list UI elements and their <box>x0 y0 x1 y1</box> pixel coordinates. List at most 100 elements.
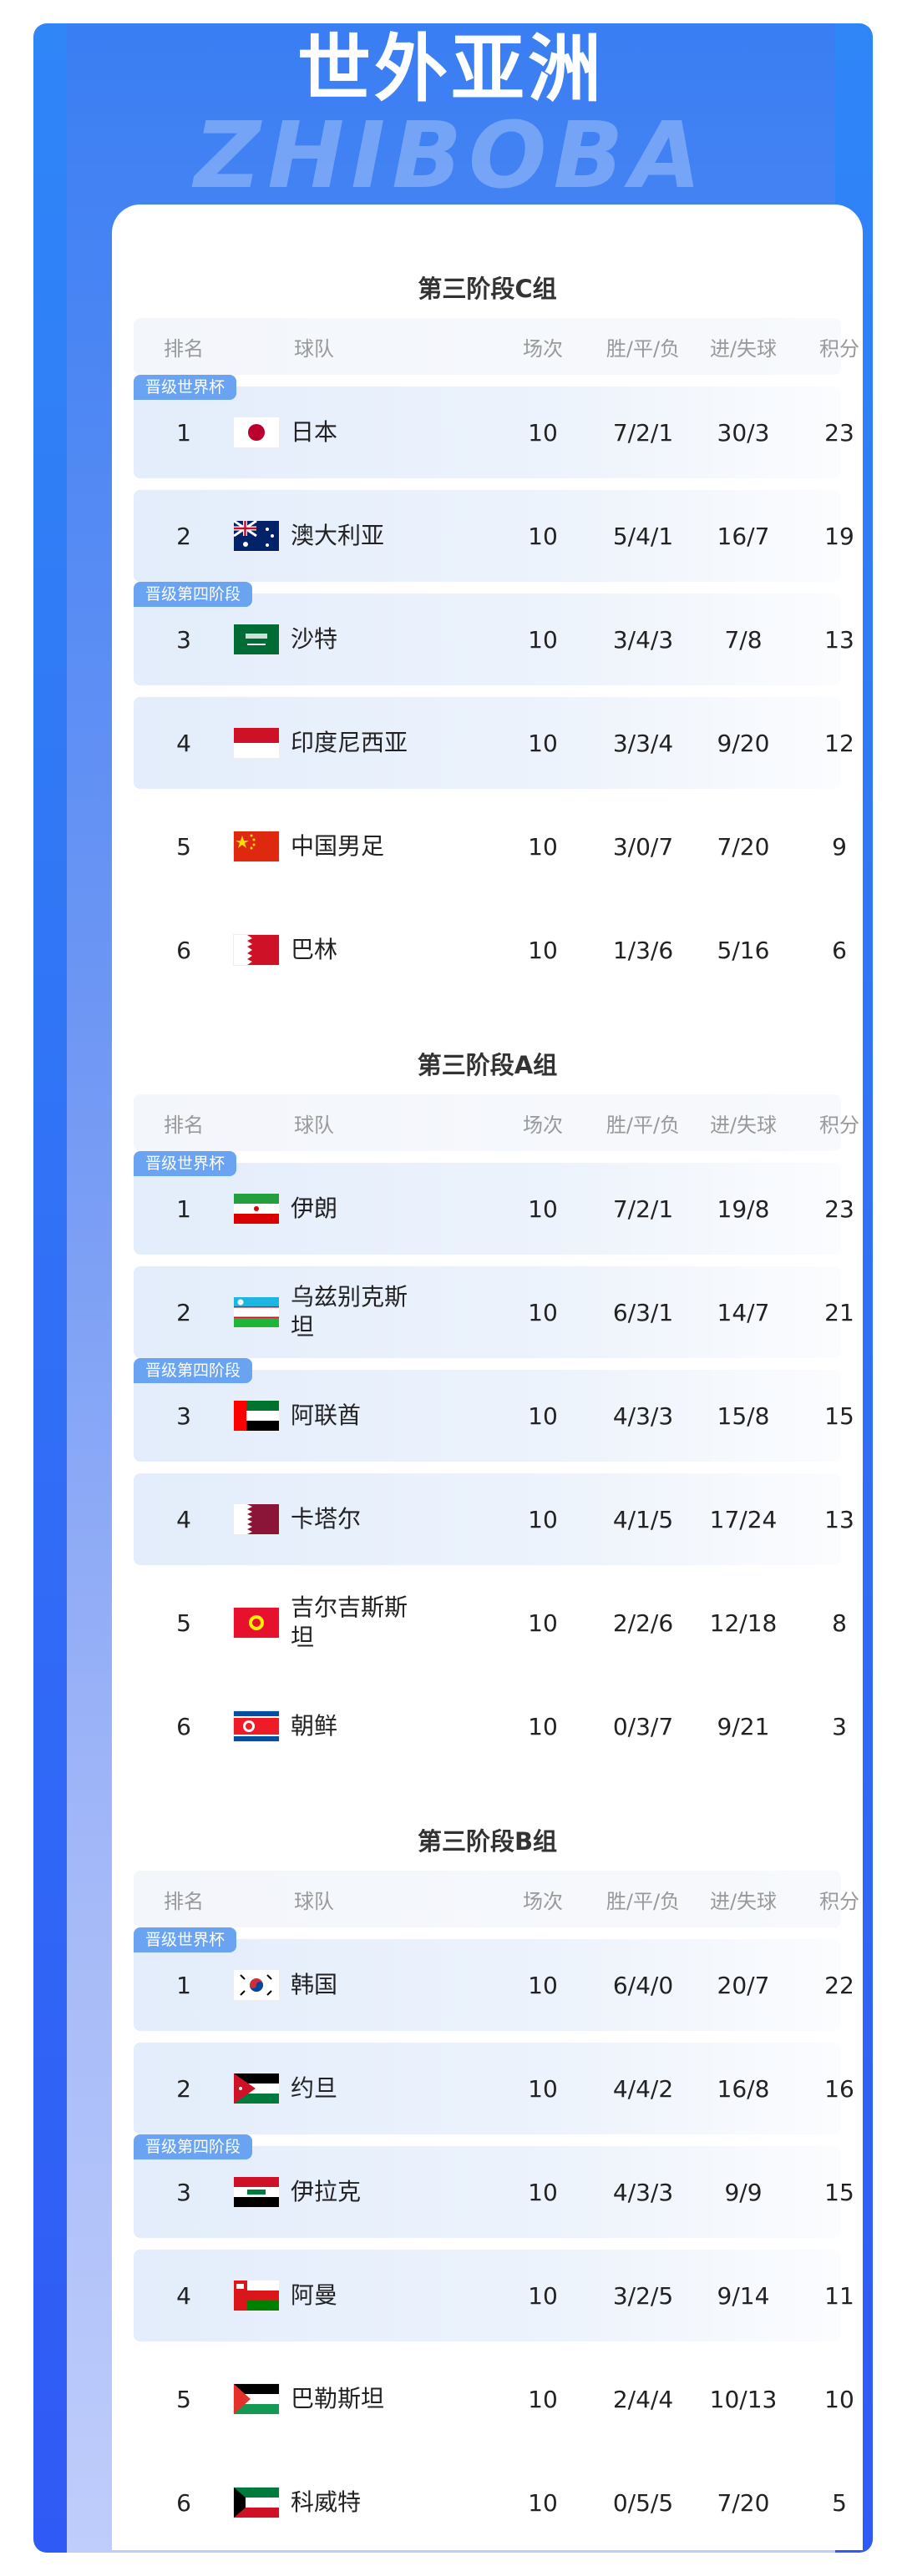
team-cell: 巴林 <box>234 904 484 996</box>
header-played: 场次 <box>523 336 563 361</box>
goals-cell: 5/16 <box>717 936 770 964</box>
table-row[interactable]: 晋级第四阶段 3 阿联酋 10 4/3/3 15/8 15 <box>134 1358 854 1462</box>
table-row[interactable]: 晋级第四阶段 3 伊拉克 10 4/3/3 9/9 15 <box>134 2134 854 2238</box>
goals-cell: 17/24 <box>709 1505 778 1533</box>
rank-cell: 4 <box>176 1505 191 1533</box>
points-cell: 19 <box>824 522 854 550</box>
group-section: 第三阶段B组 排名 球队 场次 胜/平/负 进/失球 积分 晋级世界杯 1 韩国 10 6/4/0 20… <box>134 1812 859 2548</box>
wdl-cell: 4/1/5 <box>612 1505 674 1533</box>
team-name: 日本 <box>291 418 338 446</box>
table-row[interactable]: 2 约旦 10 4/4/2 16/8 16 <box>134 2043 854 2134</box>
played-cell: 10 <box>528 729 558 757</box>
header-played: 场次 <box>523 1113 563 1137</box>
group-section: 第三阶段A组 排名 球队 场次 胜/平/负 进/失球 积分 晋级世界杯 1 伊朗 10 7/2/1 19… <box>134 1036 859 1772</box>
team-name: 阿曼 <box>291 2281 338 2309</box>
rank-cell: 2 <box>176 522 191 550</box>
team-cell: 朝鲜 <box>234 1680 484 1772</box>
table-row[interactable]: 晋级世界杯 1 日本 10 7/2/1 30/3 23 <box>134 375 854 478</box>
header-wdl: 胜/平/负 <box>606 1113 681 1137</box>
header-team: 球队 <box>294 1889 334 1913</box>
played-cell: 10 <box>528 1402 558 1430</box>
table-header: 排名 球队 场次 胜/平/负 进/失球 积分 <box>134 1094 859 1151</box>
wdl-cell: 1/3/6 <box>612 936 674 964</box>
oman-flag-icon <box>234 2281 279 2311</box>
table-header: 排名 球队 场次 胜/平/负 进/失球 积分 <box>134 318 859 375</box>
north-korea-flag-icon <box>234 1711 279 1741</box>
team-cell: 日本 <box>234 386 484 478</box>
team-cell: 印度尼西亚 <box>234 697 484 789</box>
rank-cell: 4 <box>176 2281 191 2310</box>
team-cell: 乌兹别克斯坦 <box>234 1266 484 1358</box>
table-row[interactable]: 4 卡塔尔 10 4/1/5 17/24 13 <box>134 1473 854 1565</box>
team-cell: 阿曼 <box>234 2250 484 2341</box>
points-cell: 9 <box>832 832 847 861</box>
points-cell: 15 <box>824 2178 854 2206</box>
team-name: 印度尼西亚 <box>291 729 408 756</box>
table-row[interactable]: 晋级第四阶段 3 沙特 10 3/4/3 7/8 13 <box>134 582 854 685</box>
wdl-cell: 3/2/5 <box>612 2281 674 2310</box>
jordan-flag-icon <box>234 2073 279 2104</box>
team-name: 朝鲜 <box>291 1712 338 1740</box>
team-name: 沙特 <box>291 625 338 653</box>
table-row[interactable]: 晋级世界杯 1 韩国 10 6/4/0 20/7 22 <box>134 1927 854 2031</box>
qualification-badge: 晋级世界杯 <box>134 1151 237 1176</box>
qatar-flag-icon <box>234 1504 279 1534</box>
wdl-cell: 7/2/1 <box>612 1195 674 1223</box>
table-row[interactable]: 5 吉尔吉斯斯坦 10 2/2/6 12/18 8 <box>134 1577 847 1669</box>
group-title: 第三阶段B组 <box>417 1827 558 1856</box>
table-row[interactable]: 6 科威特 10 0/5/5 7/20 5 <box>134 2457 847 2548</box>
rank-cell: 5 <box>176 2385 191 2413</box>
points-cell: 8 <box>832 1609 847 1637</box>
table-row[interactable]: 2 澳大利亚 10 5/4/1 16/7 19 <box>134 490 854 582</box>
wdl-cell: 4/4/2 <box>612 2074 674 2103</box>
rank-cell: 2 <box>176 2074 191 2103</box>
table-row[interactable]: 4 阿曼 10 3/2/5 9/14 11 <box>134 2250 854 2341</box>
goals-cell: 12/18 <box>709 1609 778 1637</box>
played-cell: 10 <box>528 2281 558 2310</box>
table-row[interactable]: 晋级世界杯 1 伊朗 10 7/2/1 19/8 23 <box>134 1151 854 1255</box>
table-row[interactable]: 4 印度尼西亚 10 3/3/4 9/20 12 <box>134 697 854 789</box>
table-row[interactable]: 2 乌兹别克斯坦 10 6/3/1 14/7 21 <box>134 1266 854 1358</box>
played-cell: 10 <box>528 1298 558 1326</box>
japan-flag-icon <box>234 417 279 447</box>
rank-cell: 3 <box>176 625 191 654</box>
table-row[interactable]: 5 中国男足 10 3/0/7 7/20 9 <box>134 801 847 892</box>
rank-cell: 1 <box>176 1195 191 1223</box>
wdl-cell: 4/3/3 <box>612 1402 674 1430</box>
points-cell: 15 <box>824 1402 854 1430</box>
points-cell: 13 <box>824 625 854 654</box>
goals-cell: 19/8 <box>717 1195 770 1223</box>
wdl-cell: 2/2/6 <box>612 1609 674 1637</box>
goals-cell: 30/3 <box>717 418 770 447</box>
table-row[interactable]: 6 朝鲜 10 0/3/7 9/21 3 <box>134 1680 847 1772</box>
bahrain-flag-icon <box>234 935 279 965</box>
kyrgyzstan-flag-icon <box>234 1608 279 1638</box>
header-team: 球队 <box>294 1113 334 1137</box>
group-section: 第三阶段C组 排名 球队 场次 胜/平/负 进/失球 积分 晋级世界杯 1 日本 10 7/2/1 30… <box>134 260 859 996</box>
played-cell: 10 <box>528 522 558 550</box>
team-name: 中国男足 <box>291 832 385 860</box>
table-row[interactable]: 6 巴林 10 1/3/6 5/16 6 <box>134 904 847 996</box>
team-name: 乌兹别克斯坦 <box>291 1283 408 1341</box>
table-row[interactable]: 5 巴勒斯坦 10 2/4/4 10/13 10 <box>134 2353 854 2445</box>
team-name: 巴林 <box>291 936 338 963</box>
goals-cell: 15/8 <box>717 1402 770 1430</box>
team-name: 伊拉克 <box>291 2178 362 2205</box>
goals-cell: 9/9 <box>724 2178 763 2206</box>
goals-cell: 9/14 <box>717 2281 770 2310</box>
china-flag-icon <box>234 831 279 861</box>
uzbekistan-flag-icon <box>234 1297 279 1327</box>
header-points: 积分 <box>819 1113 859 1137</box>
wdl-cell: 7/2/1 <box>612 418 674 447</box>
wdl-cell: 0/5/5 <box>612 2488 674 2517</box>
team-name: 卡塔尔 <box>291 1505 362 1533</box>
rank-cell: 5 <box>176 832 191 861</box>
points-cell: 22 <box>824 1971 854 1999</box>
qualification-badge: 晋级世界杯 <box>134 1927 237 1952</box>
header-goals: 进/失球 <box>709 336 778 361</box>
rank-cell: 6 <box>176 2488 191 2517</box>
group-title: 第三阶段C组 <box>418 275 557 303</box>
played-cell: 10 <box>528 936 558 964</box>
standings-card: 第三阶段C组 排名 球队 场次 胜/平/负 进/失球 积分 晋级世界杯 1 日本 10 7/2/1 30… <box>112 205 863 2550</box>
header-team: 球队 <box>294 336 334 361</box>
